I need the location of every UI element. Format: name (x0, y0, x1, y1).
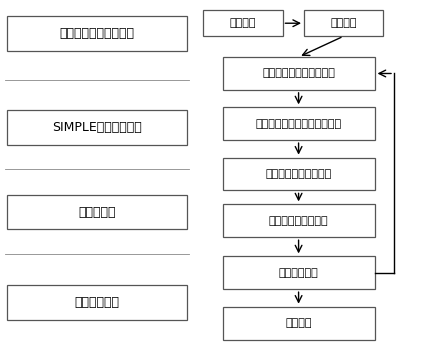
Text: 初始网格: 初始网格 (230, 18, 256, 28)
FancyBboxPatch shape (203, 10, 283, 36)
FancyBboxPatch shape (7, 16, 187, 51)
Text: 判断是否最外围网格: 判断是否最外围网格 (269, 216, 329, 226)
Text: 动量方程求解速度修正量: 动量方程求解速度修正量 (262, 69, 335, 79)
FancyBboxPatch shape (222, 57, 375, 90)
FancyBboxPatch shape (222, 107, 375, 140)
FancyBboxPatch shape (304, 10, 383, 36)
Text: 判断是否收敛: 判断是否收敛 (279, 268, 319, 278)
Text: 初始流场: 初始流场 (330, 18, 357, 28)
Text: SIMPLE方法流场迭代: SIMPLE方法流场迭代 (52, 121, 142, 134)
Text: 循环迭代求解: 循环迭代求解 (75, 296, 120, 309)
FancyBboxPatch shape (222, 307, 375, 340)
FancyBboxPatch shape (7, 285, 187, 319)
FancyBboxPatch shape (222, 158, 375, 190)
Text: 计算域更新: 计算域更新 (78, 206, 116, 219)
FancyBboxPatch shape (222, 256, 375, 289)
Text: 建立初始计算域与流场: 建立初始计算域与流场 (60, 27, 135, 40)
Text: 输出结果: 输出结果 (286, 318, 312, 328)
Text: 压力修正方程求解压力修正量: 压力修正方程求解压力修正量 (255, 119, 342, 129)
FancyBboxPatch shape (7, 110, 187, 144)
FancyBboxPatch shape (222, 204, 375, 237)
Text: 判断残差是否小于阈值: 判断残差是否小于阈值 (265, 169, 332, 179)
FancyBboxPatch shape (7, 195, 187, 229)
